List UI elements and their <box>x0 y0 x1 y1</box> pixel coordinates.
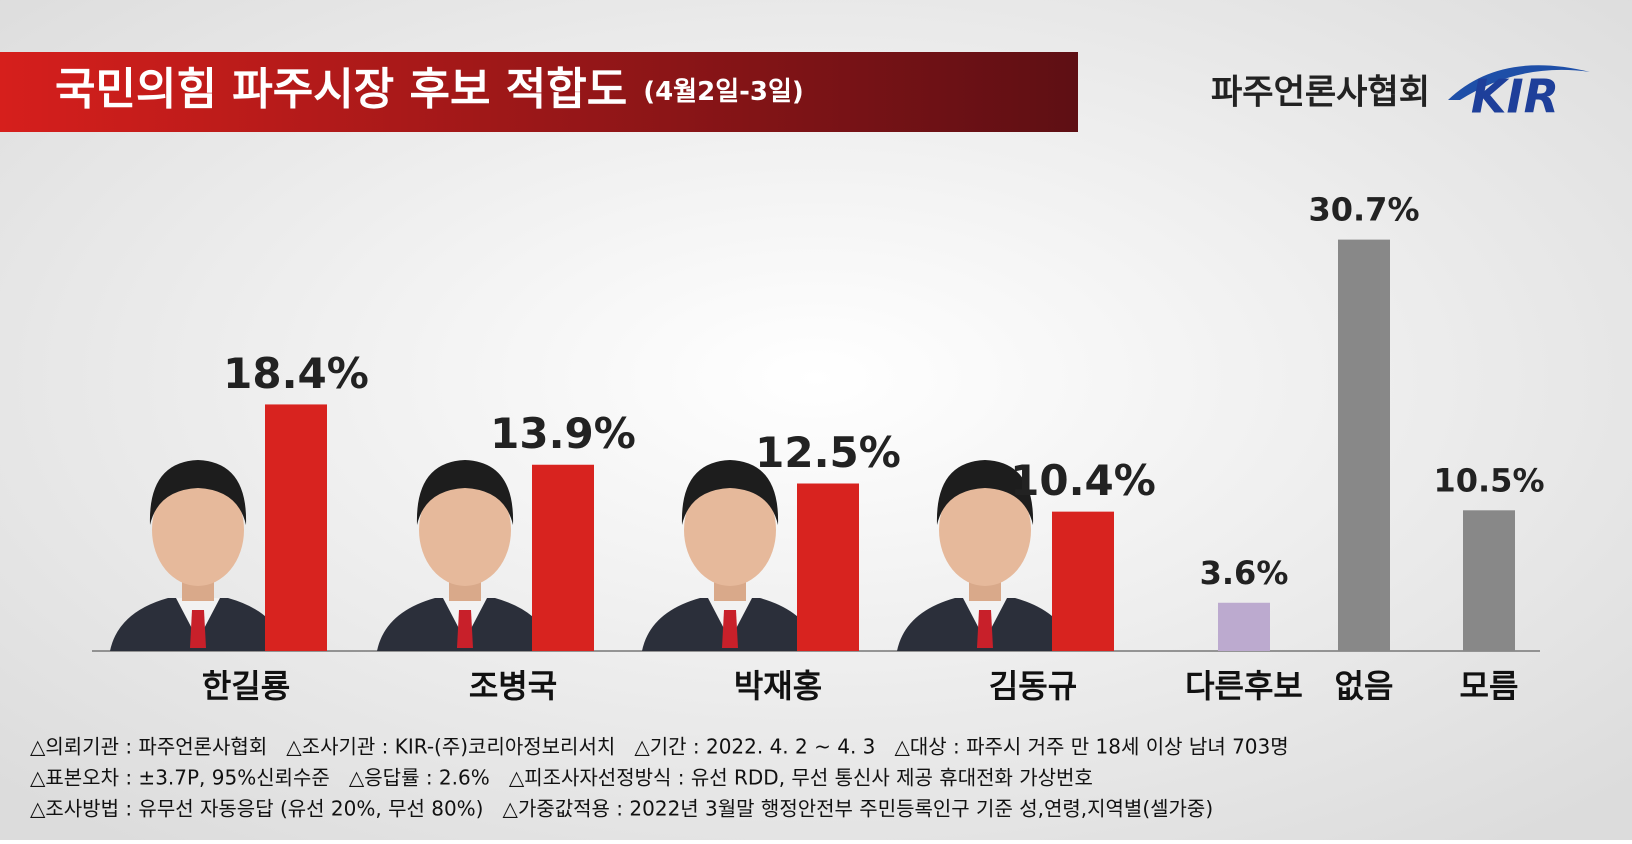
logo-swoosh <box>1448 65 1590 100</box>
value-label: 18.4% <box>223 349 369 398</box>
candidate-photo <box>377 460 553 651</box>
face <box>684 474 776 586</box>
note-line: △조사방법 : 유무선 자동응답 (유선 20%, 무선 80%) △가중값적용… <box>30 797 1213 821</box>
face <box>152 474 244 586</box>
title: 국민의힘 파주시장 후보 적합도 (4월2일-3일) <box>55 64 804 115</box>
title-band <box>0 52 1078 132</box>
tie <box>977 610 993 648</box>
title-text: 국민의힘 파주시장 후보 적합도 <box>55 64 627 115</box>
tie <box>457 610 473 648</box>
candidate-photo <box>642 460 818 651</box>
hair <box>149 460 247 525</box>
tie <box>722 610 738 648</box>
category-label: 김동규 <box>989 667 1077 705</box>
notes: △의뢰기관 : 파주언론사협회 △조사기관 : KIR-(주)코리아정보리서치 … <box>30 735 1289 821</box>
note-line: △표본오차 : ±3.7P, 95%신뢰수준 △응답률 : 2.6% △피조사자… <box>30 766 1093 790</box>
bar <box>1052 511 1114 651</box>
value-label: 10.5% <box>1433 461 1544 499</box>
category-label: 모름 <box>1460 667 1519 705</box>
logo: KIR <box>1471 70 1559 124</box>
category-label: 다른후보 <box>1185 667 1303 705</box>
category-label: 없음 <box>1335 667 1394 705</box>
category-label: 조병국 <box>469 667 557 705</box>
bar <box>1463 510 1515 651</box>
value-label: 30.7% <box>1308 191 1419 229</box>
face <box>939 474 1031 586</box>
subtitle: (4월2일-3일) <box>643 77 804 107</box>
hair <box>936 460 1034 525</box>
bar <box>1338 239 1390 651</box>
bar <box>1218 602 1270 651</box>
face <box>419 474 511 586</box>
note-line: △의뢰기관 : 파주언론사협회 △조사기관 : KIR-(주)코리아정보리서치 … <box>30 735 1289 759</box>
bar <box>532 464 594 651</box>
candidate-photo <box>110 460 286 651</box>
value-label: 13.9% <box>490 409 636 458</box>
candidate-photo <box>897 460 1073 651</box>
category-label: 박재홍 <box>734 667 822 705</box>
bar <box>265 404 327 651</box>
category-label: 한길룡 <box>202 667 290 705</box>
hair <box>681 460 779 525</box>
value-label: 12.5% <box>755 428 901 477</box>
tie <box>190 610 206 648</box>
hair <box>416 460 514 525</box>
bar <box>797 483 859 651</box>
publisher: 파주언론사협회 <box>1211 73 1430 113</box>
value-label: 10.4% <box>1010 456 1156 505</box>
value-label: 3.6% <box>1200 554 1289 592</box>
